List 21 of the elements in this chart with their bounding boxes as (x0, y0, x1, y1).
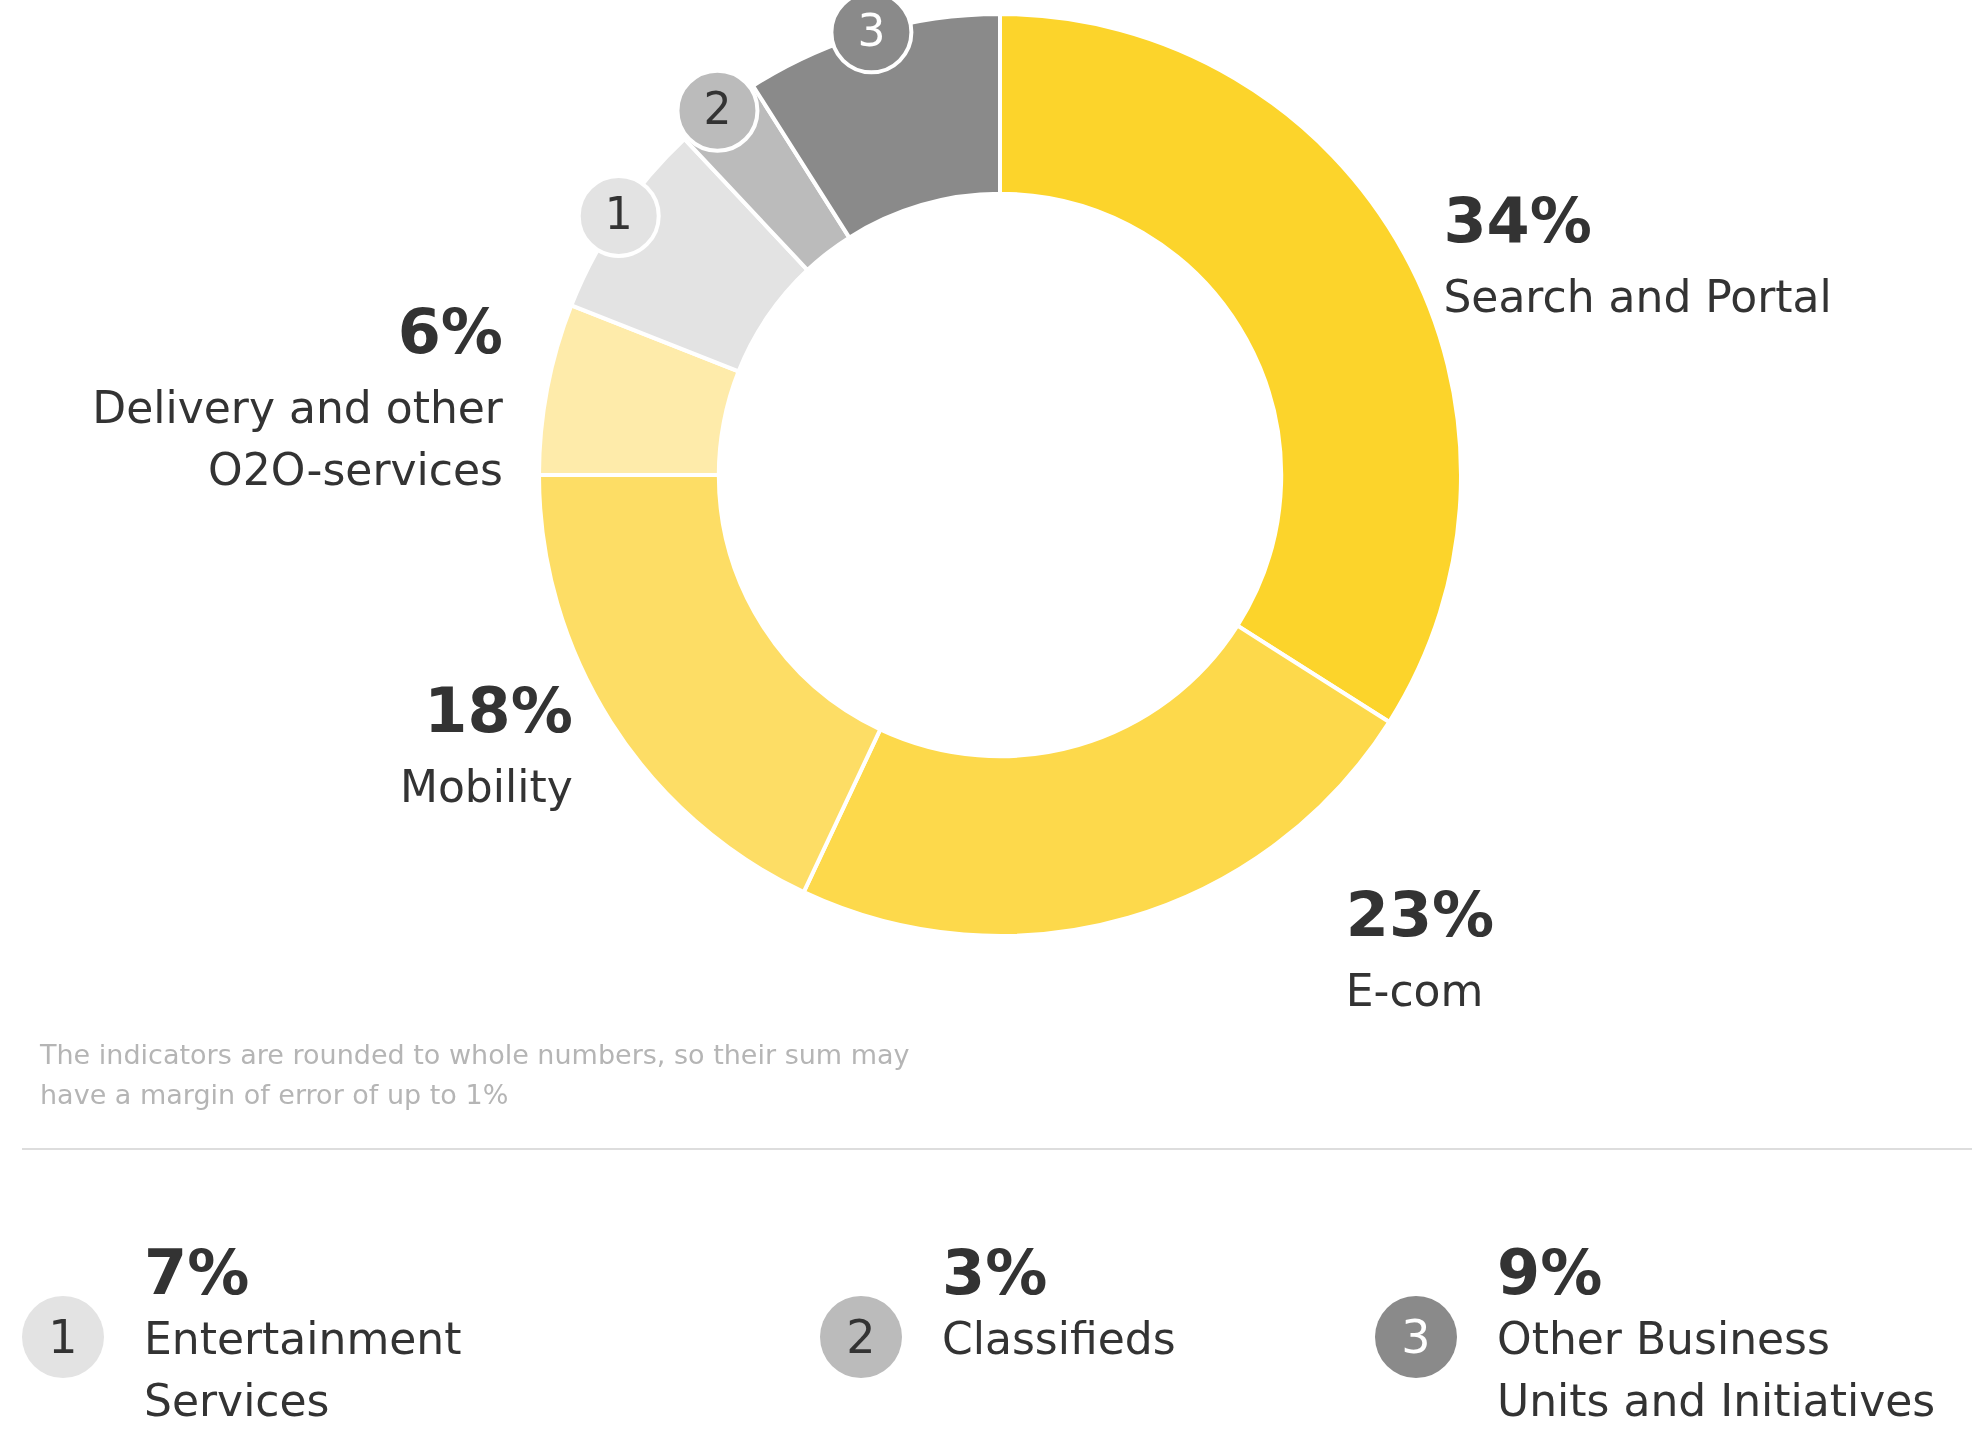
data-label: 9% (1497, 1236, 1604, 1309)
slice-label: Search and Portal (1443, 271, 1832, 323)
data-label: 7% (144, 1236, 251, 1309)
data-label: 6% (397, 294, 503, 368)
slice-label: Delivery and other O2O-services (92, 381, 504, 495)
text: 1 (604, 188, 633, 240)
data-label: 3% (942, 1236, 1049, 1309)
legend-label: Other Business Units and Initiatives (1497, 1312, 1937, 1428)
text: 2 (703, 83, 732, 135)
data-label: 18% (424, 673, 573, 747)
text: 3 (857, 4, 886, 56)
data-label: 34% (1443, 184, 1592, 258)
legend-label: Entertainment Services (144, 1312, 463, 1428)
legend-label: Classifieds (942, 1312, 1177, 1366)
slice-label: Mobility (399, 760, 573, 812)
slice-label: E-com (1345, 964, 1484, 1016)
data-label: 23% (1345, 877, 1495, 951)
text: 2 (846, 1310, 876, 1364)
text: 3 (1401, 1310, 1431, 1364)
text: The indicators are rounded to whole numbers, so their sum may have a margin of error of up to 1% (40, 1038, 911, 1112)
text: 1 (48, 1310, 78, 1364)
